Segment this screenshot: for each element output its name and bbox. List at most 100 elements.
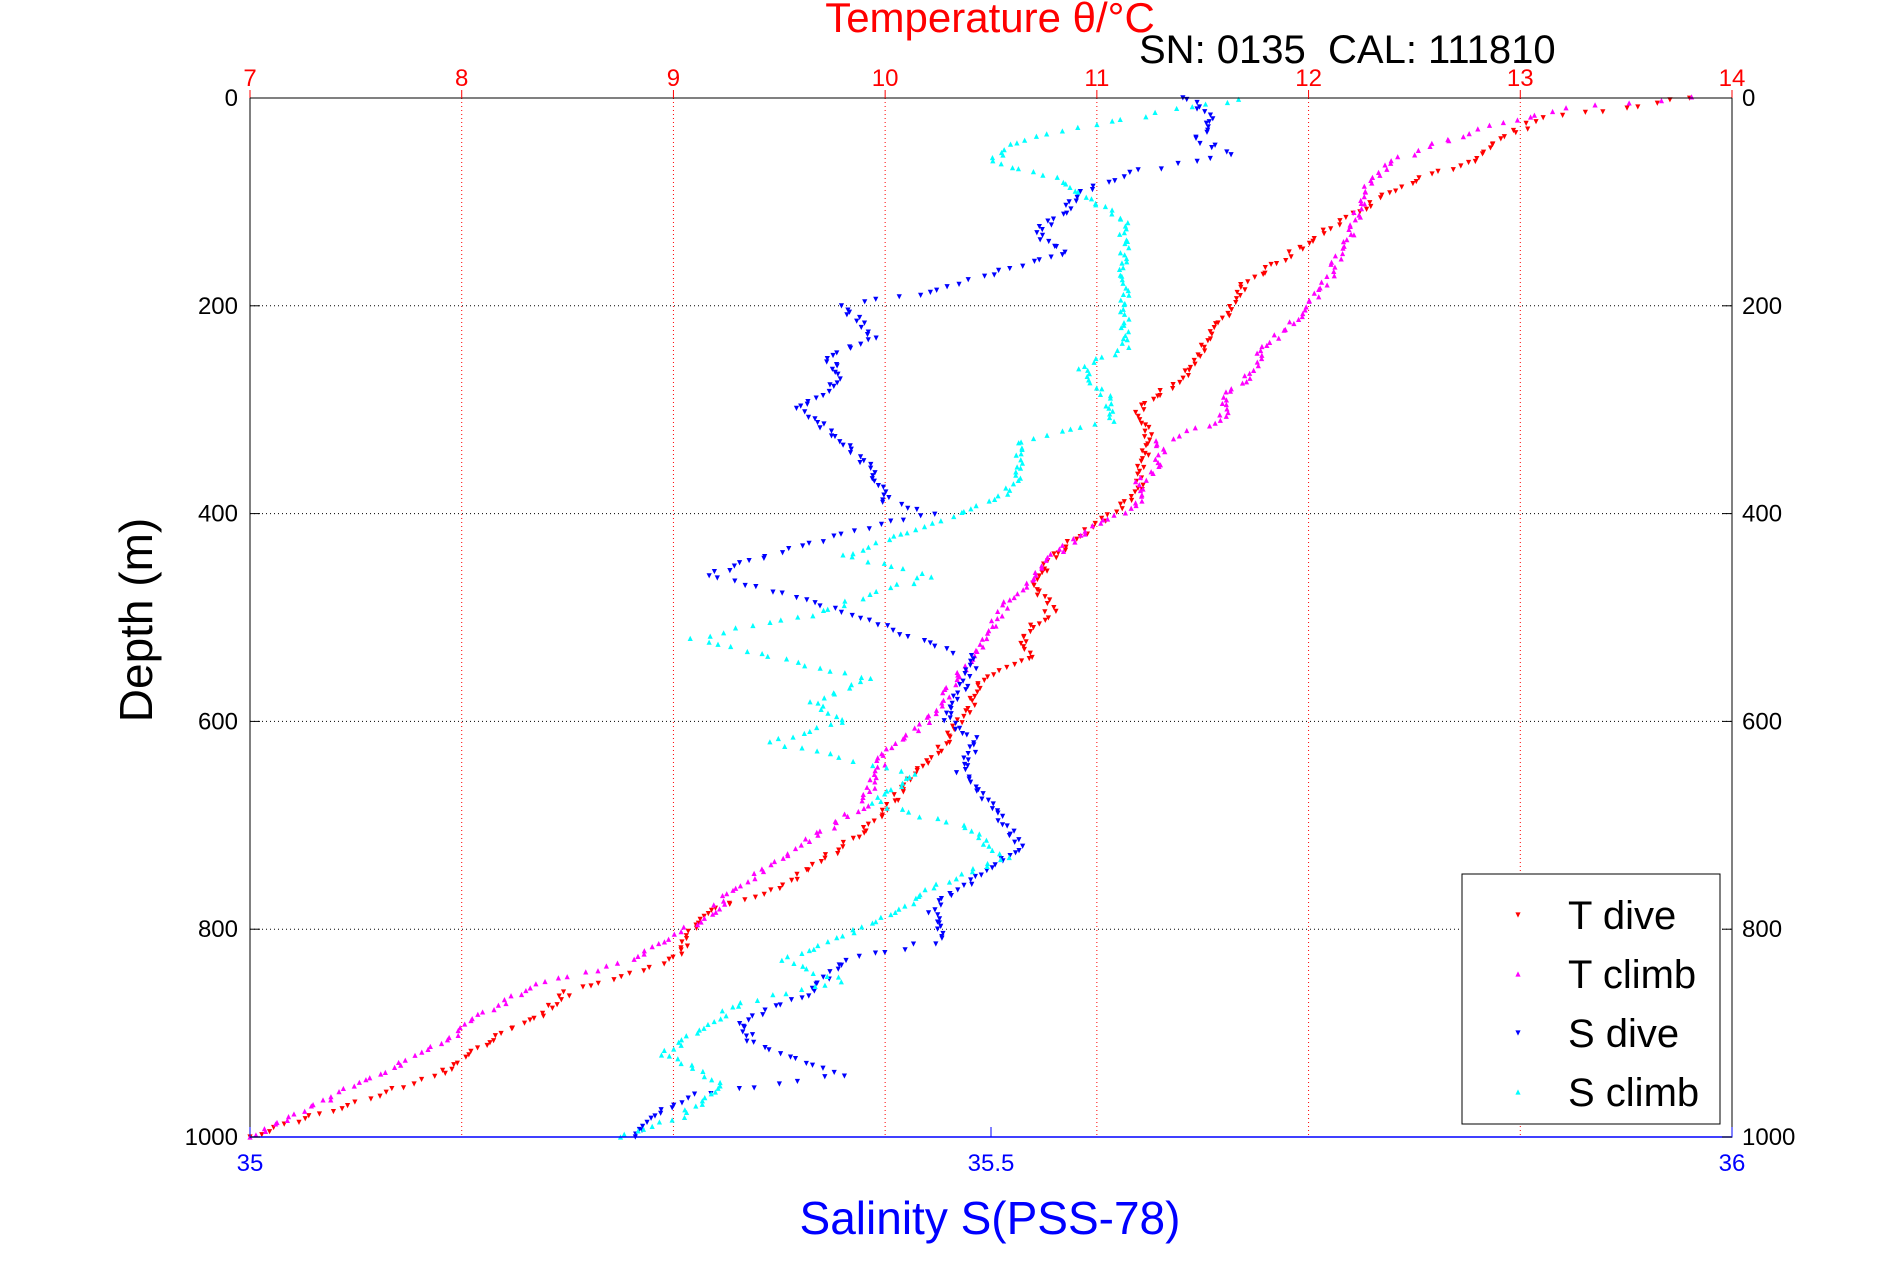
data-point (981, 677, 987, 683)
data-point (1152, 109, 1158, 115)
data-point (1227, 388, 1234, 394)
data-point (658, 1052, 665, 1058)
data-point (770, 589, 776, 595)
data-point (1078, 532, 1084, 538)
data-point (803, 966, 809, 972)
data-point (838, 609, 845, 615)
data-point (1126, 292, 1132, 298)
data-point (898, 768, 904, 774)
data-point (1120, 280, 1126, 286)
data-point (1050, 216, 1057, 222)
data-point (773, 1003, 779, 1009)
data-point (841, 602, 847, 609)
data-point (916, 814, 923, 820)
data-point (1251, 367, 1257, 374)
data-point (1124, 259, 1130, 265)
data-point (1393, 188, 1399, 194)
data-point (976, 834, 982, 841)
data-point (780, 855, 786, 861)
data-point (1217, 412, 1223, 418)
data-point (865, 559, 871, 565)
data-point (873, 335, 879, 341)
data-point (580, 984, 586, 990)
data-point (1221, 394, 1227, 400)
data-point (835, 371, 841, 377)
data-point (1563, 105, 1569, 111)
data-point (834, 350, 840, 356)
data-point (710, 911, 716, 917)
data-point (1012, 839, 1018, 845)
data-point (1489, 142, 1496, 148)
data-point (1039, 569, 1045, 576)
data-point (1211, 324, 1217, 331)
data-point (1170, 381, 1176, 388)
data-point (1044, 131, 1050, 137)
data-point (1228, 152, 1234, 158)
data-point (954, 676, 960, 683)
data-point (533, 981, 539, 987)
data-point (950, 650, 956, 657)
data-point (794, 871, 800, 877)
series-s-climb (617, 96, 1242, 1140)
data-point (865, 544, 872, 550)
data-point (970, 866, 976, 872)
data-point (802, 409, 808, 415)
depth-tick-label-left: 800 (198, 916, 238, 943)
data-point (984, 860, 991, 867)
data-point (921, 524, 928, 530)
chart-title: Temperature θ/°C (825, 0, 1155, 41)
data-point (837, 439, 843, 445)
data-point (860, 596, 866, 602)
data-point (844, 813, 851, 819)
data-point (1472, 158, 1478, 165)
data-point (1105, 516, 1111, 522)
data-point (658, 1107, 664, 1113)
data-point (872, 768, 878, 774)
data-point (1194, 158, 1200, 165)
data-point (492, 1033, 498, 1039)
data-point (835, 851, 841, 857)
data-point (1624, 105, 1630, 111)
data-point (938, 902, 944, 908)
data-point (1104, 512, 1110, 518)
data-point (805, 414, 812, 421)
data-point (827, 969, 833, 975)
data-point (1044, 568, 1050, 574)
data-point (944, 741, 950, 747)
data-point (820, 974, 826, 980)
data-point (953, 682, 959, 688)
data-point (1303, 304, 1309, 310)
data-point (1153, 442, 1160, 449)
data-point (959, 730, 966, 737)
data-point (825, 606, 831, 612)
data-point (1592, 102, 1598, 108)
data-point (953, 720, 959, 726)
temperature-tick-label: 7 (243, 65, 256, 92)
data-point (1026, 656, 1032, 662)
data-point (910, 941, 917, 947)
data-point (1059, 428, 1066, 434)
data-point (328, 1097, 334, 1103)
data-point (693, 1103, 699, 1109)
temperature-tick-label: 10 (872, 65, 899, 92)
data-point (953, 876, 959, 882)
data-point (730, 887, 736, 893)
data-point (1120, 336, 1127, 342)
data-point (851, 528, 858, 534)
data-point (1112, 178, 1118, 184)
data-point (788, 997, 795, 1003)
data-point (752, 894, 759, 900)
data-point (1033, 133, 1040, 139)
data-point (487, 1040, 493, 1046)
data-point (861, 805, 867, 812)
data-point (715, 1085, 721, 1091)
data-point (1092, 421, 1098, 427)
data-point (1486, 122, 1493, 128)
data-point (1235, 96, 1242, 102)
data-point (906, 809, 912, 815)
data-point (1117, 308, 1124, 315)
data-point (892, 798, 898, 804)
data-point (1109, 211, 1115, 217)
data-point (898, 783, 905, 790)
data-point (848, 446, 854, 452)
